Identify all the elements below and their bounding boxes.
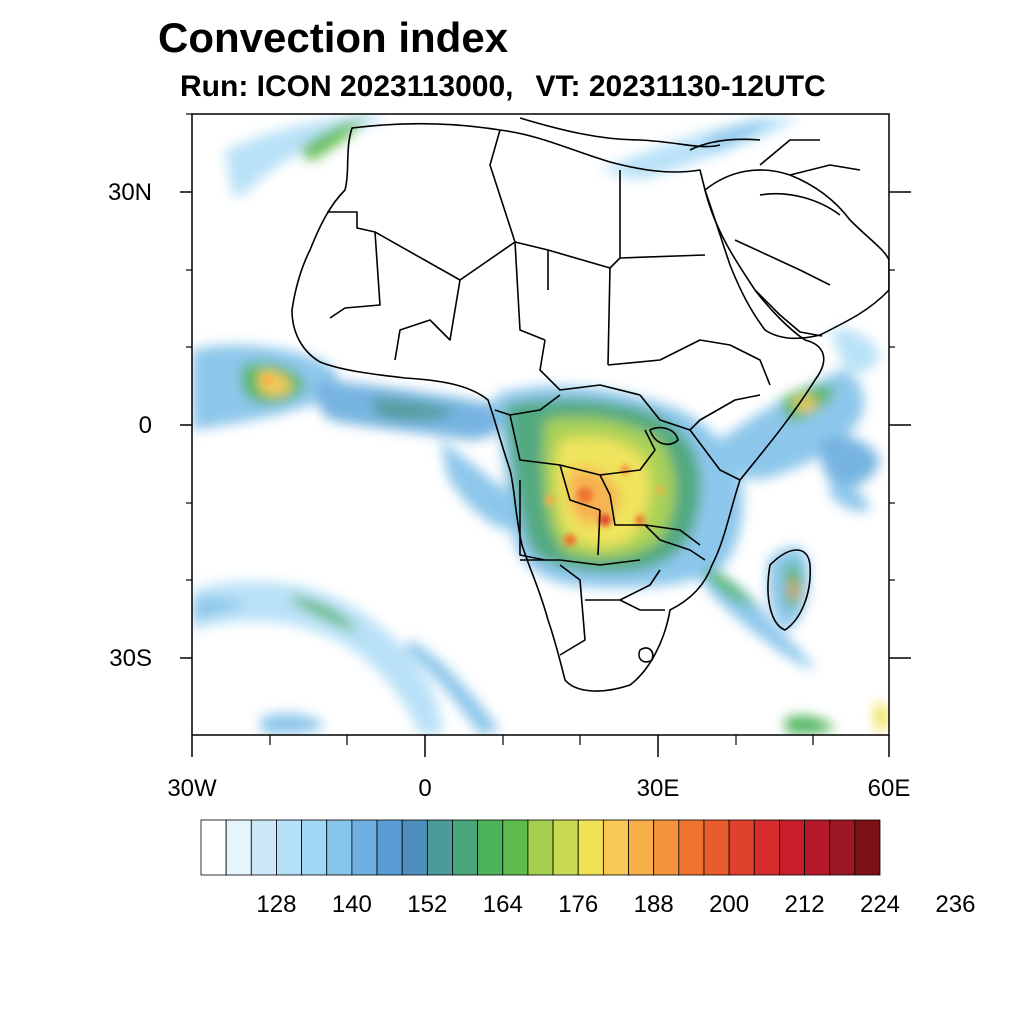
colorbar-label: 140 — [332, 891, 372, 918]
colorbar-label: 164 — [483, 891, 523, 918]
colorbar — [200, 819, 881, 876]
colorbar-swatch — [829, 819, 856, 876]
colorbar-swatch — [326, 819, 353, 876]
lat-minor-ticks — [186, 113, 895, 581]
colorbar-label: 188 — [634, 891, 674, 918]
lon-major-ticks — [191, 735, 890, 757]
colorbar-swatch — [225, 819, 252, 876]
lat-label-0: 0 — [139, 412, 152, 439]
colorbar-swatch — [602, 819, 629, 876]
colorbar-swatch — [854, 819, 881, 876]
colorbar-swatch — [577, 819, 604, 876]
colorbar-swatch — [728, 819, 755, 876]
colorbar-label: 128 — [256, 891, 296, 918]
colorbar-swatch — [426, 819, 453, 876]
colorbar-swatch — [527, 819, 554, 876]
colorbar-swatch — [653, 819, 680, 876]
colorbar-swatch — [276, 819, 302, 876]
colorbar-label: 200 — [709, 891, 749, 918]
colorbar-swatch — [628, 819, 655, 876]
lon-label-60e: 60E — [868, 775, 911, 802]
colorbar-labels: 128 140 152 164 176 188 200 212 224 236 — [256, 891, 975, 918]
colorbar-swatch — [452, 819, 479, 876]
colorbar-swatch — [200, 819, 227, 876]
colorbar-swatch — [301, 819, 328, 876]
colorbar-swatch — [678, 819, 705, 876]
colorbar-swatch — [779, 819, 805, 876]
lon-label-0: 0 — [418, 775, 431, 802]
lon-minor-ticks — [269, 735, 814, 745]
colorbar-swatch — [401, 819, 428, 876]
colorbar-swatch — [351, 819, 378, 876]
chart-title: Convection index — [158, 14, 509, 61]
colorbar-swatch — [703, 819, 730, 876]
colorbar-label: 236 — [935, 891, 975, 918]
run-label: Run: ICON 2023113000, — [180, 70, 514, 103]
lat-label-30s: 30S — [109, 645, 152, 672]
lon-label-30e: 30E — [637, 775, 680, 802]
chart-subtitle: Run: ICON 2023113000, VT: 20231130-12UTC — [180, 70, 826, 104]
colorbar-swatch — [376, 819, 403, 876]
colorbar-label: 224 — [860, 891, 900, 918]
colorbar-swatch — [250, 819, 277, 876]
lat-major-ticks — [180, 191, 911, 659]
colorbar-label: 176 — [558, 891, 598, 918]
colorbar-label: 152 — [407, 891, 447, 918]
colorbar-swatch — [502, 819, 529, 876]
colorbar-label: 212 — [785, 891, 825, 918]
convection-field — [192, 114, 889, 735]
colorbar-swatch — [804, 819, 831, 876]
country-borders — [291, 117, 889, 692]
valid-time-label: VT: 20231130-12UTC — [535, 70, 826, 103]
colorbar-swatch — [477, 819, 504, 876]
colorbar-swatch — [753, 819, 780, 876]
lat-label-30n: 30N — [108, 179, 152, 206]
lon-label-30w: 30W — [167, 775, 217, 802]
colorbar-swatch — [552, 819, 579, 876]
